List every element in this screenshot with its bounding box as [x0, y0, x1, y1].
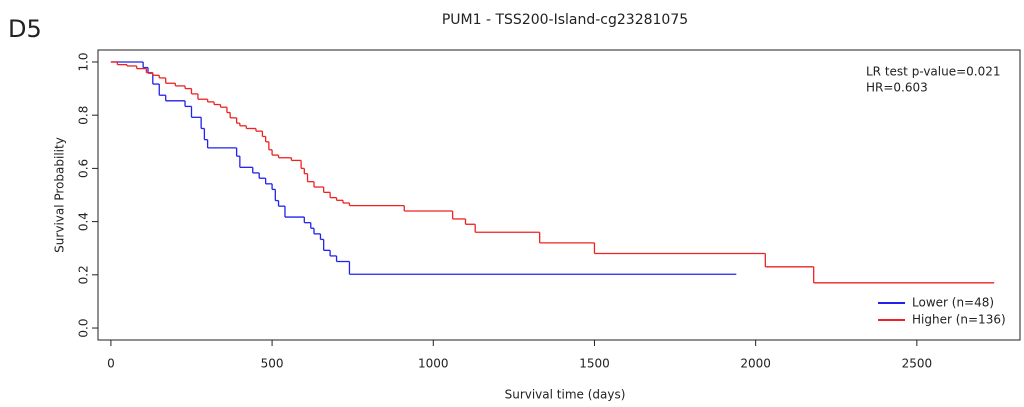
x-axis-label: Survival time (days) [505, 388, 626, 402]
y-axis-label: Survival Probability [53, 137, 67, 253]
y-tick-label: 0.2 [77, 265, 91, 284]
annotation: HR=0.603 [866, 81, 928, 95]
y-tick-label: 0.6 [77, 159, 91, 178]
panel-label: D5 [8, 15, 42, 43]
legend-label: Lower (n=48) [912, 296, 994, 310]
x-tick-label: 2500 [902, 357, 933, 371]
x-tick-label: 1000 [418, 357, 449, 371]
x-tick-label: 0 [107, 357, 115, 371]
y-tick-label: 1.0 [77, 52, 91, 71]
chart-title: PUM1 - TSS200-Island-cg23281075 [442, 12, 688, 28]
x-tick-label: 1500 [579, 357, 610, 371]
x-tick-label: 2000 [740, 357, 771, 371]
y-tick-label: 0.8 [77, 106, 91, 125]
legend-label: Higher (n=136) [912, 313, 1006, 327]
annotation: LR test p-value=0.021 [866, 65, 1001, 79]
x-tick-label: 500 [261, 357, 284, 371]
plot-frame [97, 49, 1021, 341]
y-tick-label: 0.0 [77, 318, 91, 337]
y-tick-label: 0.4 [77, 212, 91, 231]
